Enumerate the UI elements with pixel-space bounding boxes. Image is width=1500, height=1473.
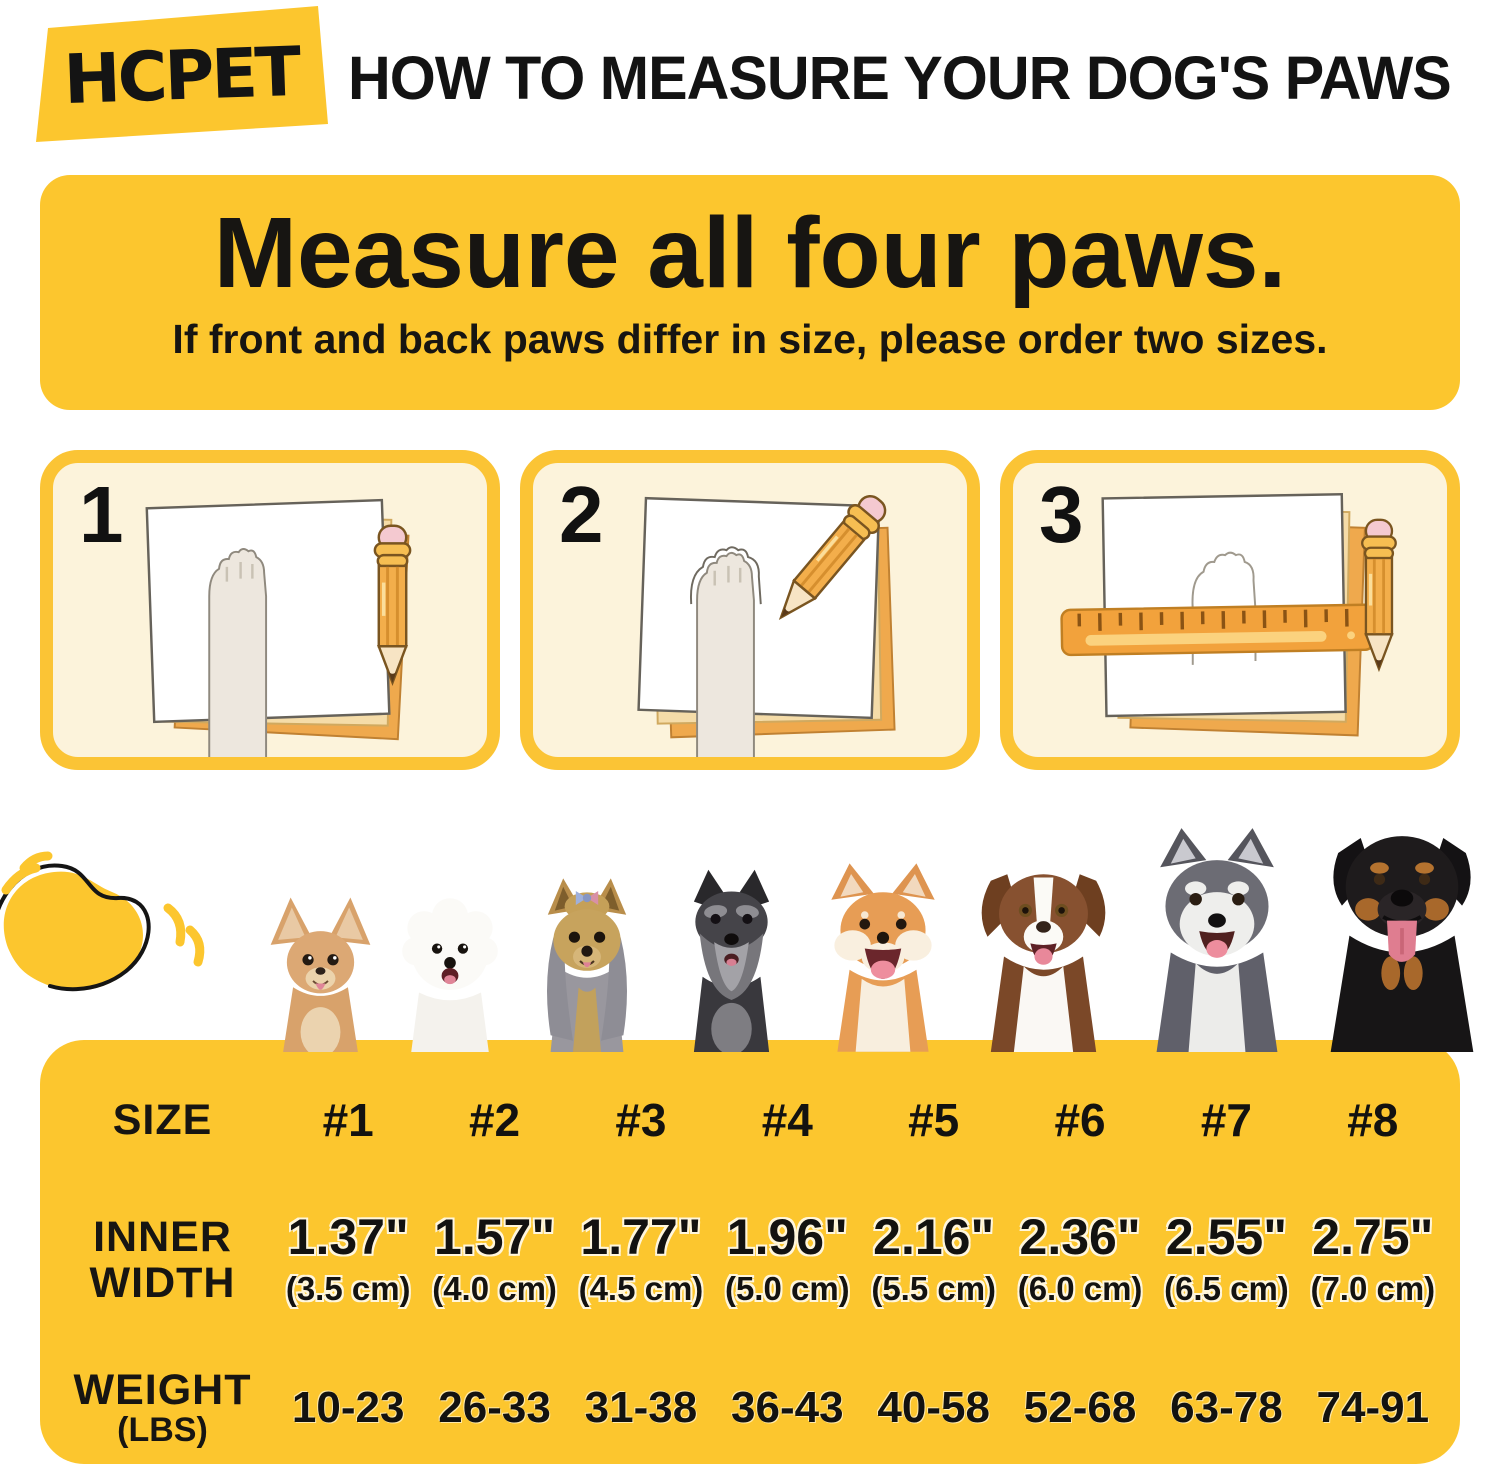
inner-width-value: 2.36" (6.0 cm) [1017,1209,1143,1307]
inner-width-value: 2.75" (7.0 cm) [1310,1209,1436,1307]
size-row-label: SIZE [112,1095,213,1144]
weight-value: 36-43 [731,1383,844,1432]
size-chart-table: SIZE #1 #2 #3 #4 #5 #6 #7 #8 INNER WIDTH… [40,1040,1460,1464]
step-card-2: 2 [520,450,980,770]
inner-width-value: 1.96" (5.0 cm) [724,1209,850,1307]
weight-value: 74-91 [1316,1383,1430,1432]
dog-photo-alaskan-malamute [1156,828,1278,1052]
weight-value: 10-23 [291,1383,405,1432]
inner-width-value: 1.57" (4.0 cm) [432,1209,557,1307]
dog-paw-illustration [208,548,268,757]
logo-background-shape [36,6,328,142]
banner-headline: Measure all four paws. [213,197,1287,309]
weight-value: 63-78 [1170,1383,1283,1432]
inner-width-value: 1.37" (3.5 cm) [285,1209,411,1307]
inner-width-value: 2.55" (6.5 cm) [1164,1209,1289,1307]
dog-breeds-row [258,800,1496,1052]
weight-row-label: WEIGHT (LBS) [73,1365,252,1450]
weight-value: 26-33 [438,1383,551,1432]
inner-width-row-label: INNER WIDTH [89,1212,236,1307]
measuring-steps: 1 [40,450,1460,770]
dog-paw-illustration [689,546,762,757]
pencil-icon [373,524,412,686]
ruler-icon [1060,603,1375,657]
pencil-icon [778,495,887,621]
size-value: #8 [1347,1094,1399,1146]
dog-photo-australian-shepherd [981,874,1106,1052]
page-title: HOW TO MEASURE YOUR DOG'S PAWS [348,44,1452,112]
weight-value: 52-68 [1023,1383,1137,1432]
weight-value: 31-38 [584,1383,698,1432]
step-3-illustration-ruler-measuring [1060,493,1397,737]
dog-photo-rottweiler [1330,836,1474,1052]
size-value: #2 [468,1094,521,1146]
measure-banner: Measure all four paws. If front and back… [40,175,1460,410]
hcpet-logo: HCPET [36,6,328,142]
size-value: #5 [908,1094,960,1146]
inner-width-value: 1.77" (4.5 cm) [578,1209,704,1307]
size-value: #1 [322,1094,374,1146]
pencil-icon [1361,518,1397,673]
dog-photo-bichon-frise [402,898,498,1052]
step-2-illustration-tracing-paw [637,495,896,757]
inner-width-value: 2.16" (5.5 cm) [871,1209,997,1307]
step-3-number: 3 [1039,470,1084,559]
weight-value: 40-58 [877,1383,990,1432]
size-value: #6 [1054,1094,1106,1146]
size-value: #7 [1200,1094,1253,1146]
dog-photo-miniature-schnauzer [694,869,770,1052]
size-value: #3 [615,1094,667,1146]
banner-subline: If front and back paws differ in size, p… [172,316,1328,362]
step-card-1: 1 [40,450,500,770]
swoosh-doodle [0,851,205,992]
size-value: #4 [761,1094,813,1146]
step-card-3: 3 [1000,450,1460,770]
brand-logo-text: HCPET [62,33,303,120]
dog-photo-yorkshire-terrier [547,878,628,1052]
dog-photo-chihuahua [270,897,371,1052]
step-1-number: 1 [79,470,124,559]
step-1-illustration-paw-on-paper [145,498,412,757]
step-2-number: 2 [559,470,604,559]
dog-photo-shiba-inu [830,863,935,1052]
